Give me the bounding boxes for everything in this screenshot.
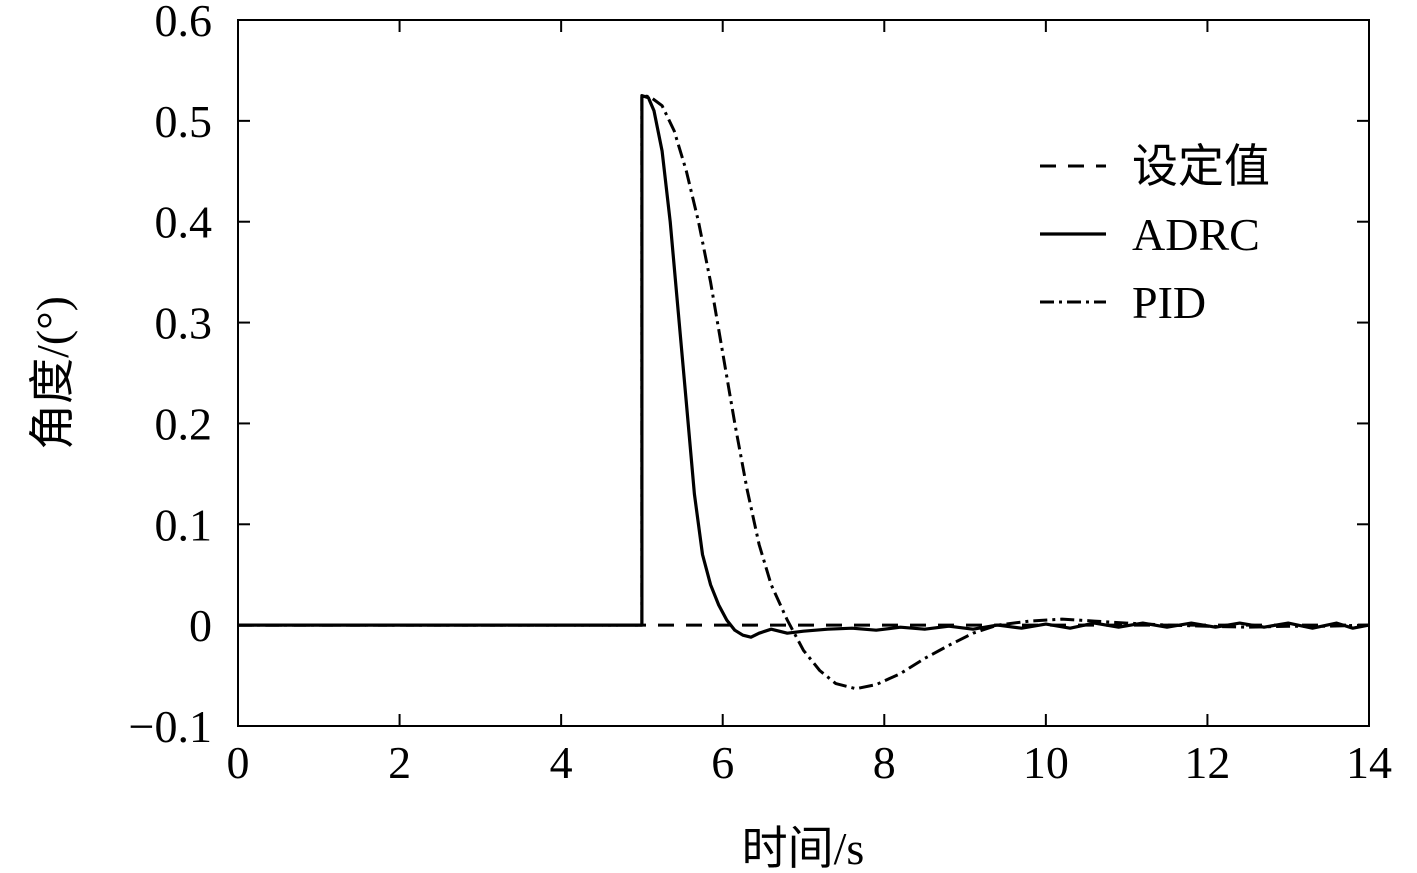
plot-frame — [237, 19, 1370, 727]
x-axis-label: 时间/s — [742, 823, 865, 873]
y-tick-label: 0.4 — [155, 197, 213, 248]
series-layer — [238, 94, 1370, 691]
y-tick-label: −0.1 — [129, 701, 212, 752]
legend-label-1: ADRC — [1132, 209, 1260, 260]
y-tick-label: 0 — [189, 600, 212, 651]
legend-label-0: 设定值 — [1132, 141, 1270, 192]
x-tick-label: 6 — [711, 737, 734, 788]
x-tick-label: 2 — [388, 737, 411, 788]
series-line-2 — [238, 94, 1370, 691]
x-tick-label: 0 — [227, 737, 250, 788]
y-tick-label: 0.6 — [155, 0, 213, 46]
ticks-layer: 0 2 4 6 8 10 12 14 0.6 0.5 0.4 0.3 0.2 0.1 0 −0.1 — [129, 0, 1392, 788]
y-tick-label: 0.3 — [155, 298, 213, 349]
y-tick-label: 0.2 — [155, 398, 213, 449]
legend-label-2: PID — [1132, 277, 1206, 328]
x-tick-label: 4 — [550, 737, 573, 788]
legend: 设定值 ADRC PID — [1040, 141, 1270, 328]
x-tick-label: 14 — [1346, 737, 1392, 788]
x-tick-label: 12 — [1184, 737, 1230, 788]
y-axis-label: 角度/(°) — [27, 296, 78, 450]
x-tick-label: 8 — [873, 737, 896, 788]
x-tick-label: 10 — [1023, 737, 1069, 788]
y-tick-label: 0.1 — [155, 499, 213, 550]
y-tick-label: 0.5 — [155, 96, 213, 147]
